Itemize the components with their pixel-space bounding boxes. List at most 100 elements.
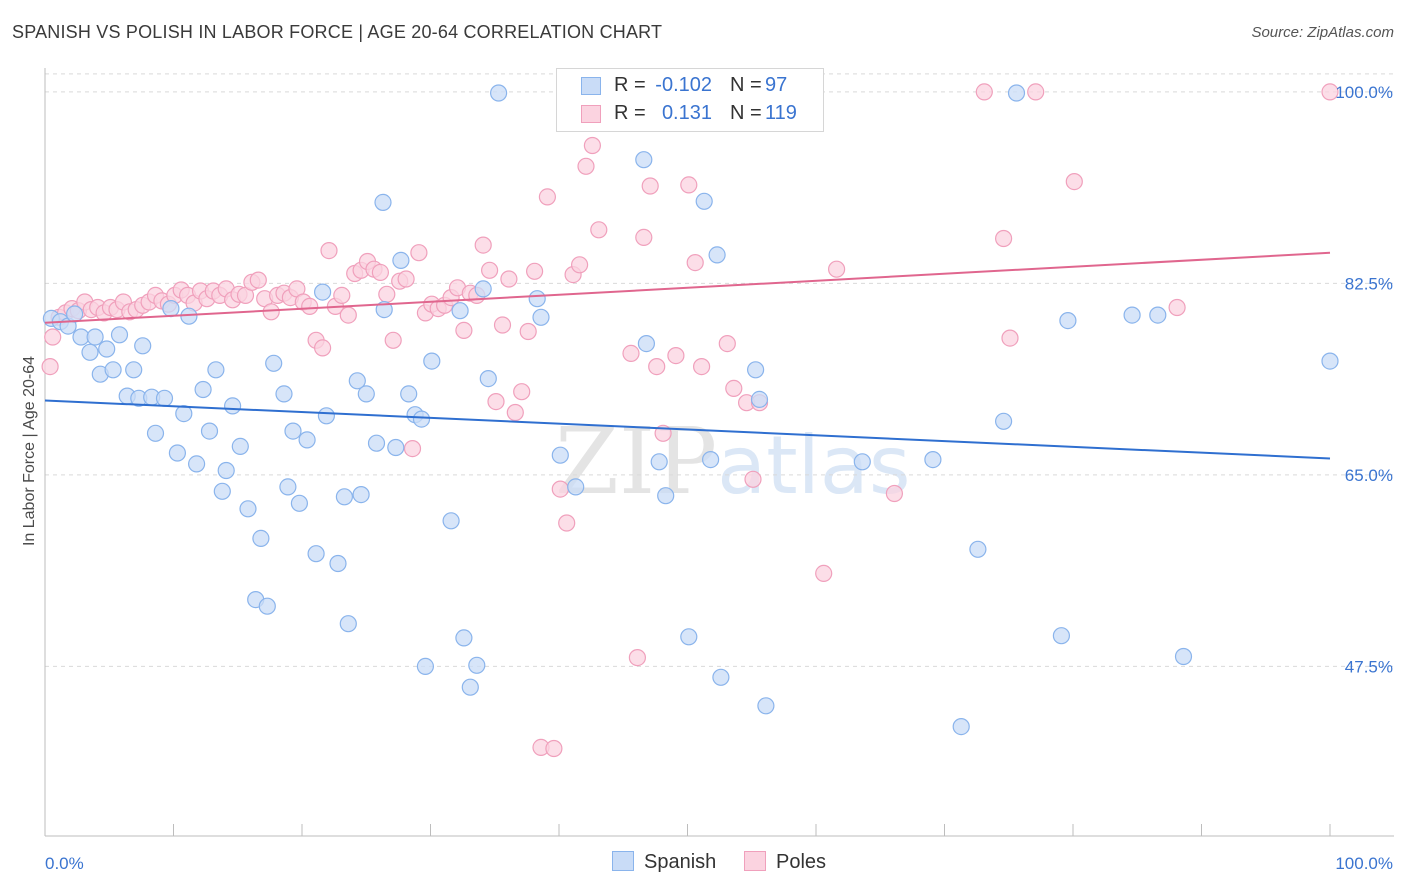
legend-row-spanish: R = -0.102 N = 97 — [557, 72, 823, 100]
data-point — [65, 305, 84, 323]
data-point — [657, 487, 675, 505]
data-point — [384, 331, 402, 349]
legend-r-value: -0.102 — [655, 74, 712, 96]
data-point — [134, 337, 152, 355]
data-point — [757, 697, 775, 715]
data-point — [680, 628, 698, 646]
trend-line-poles — [44, 251, 1331, 324]
data-point — [680, 176, 698, 194]
data-point — [545, 739, 563, 758]
data-point — [333, 286, 351, 304]
data-point — [1052, 627, 1071, 645]
data-point — [712, 668, 730, 686]
data-point — [416, 657, 434, 676]
data-point — [695, 192, 713, 210]
data-point — [468, 656, 486, 674]
data-point — [81, 343, 99, 361]
data-point — [746, 361, 765, 379]
data-point — [320, 242, 338, 260]
trend-lines — [44, 251, 1331, 460]
data-point — [224, 397, 242, 415]
data-point — [461, 678, 479, 696]
legend-label-poles: Poles — [776, 851, 827, 873]
data-point — [298, 431, 316, 449]
data-point — [1168, 298, 1186, 317]
data-point — [650, 453, 668, 471]
data-point — [519, 322, 537, 341]
legend-n-value: 97 — [765, 74, 788, 96]
data-point — [667, 347, 685, 365]
data-point — [1001, 329, 1019, 347]
legend-label-spanish: Spanish — [644, 851, 717, 873]
legend-swatch-poles — [581, 105, 601, 123]
data-point — [217, 461, 235, 480]
data-point — [570, 256, 589, 274]
legend-row-poles: R = 0.131 N = 119 — [557, 100, 823, 128]
data-point — [853, 453, 871, 471]
data-point — [455, 321, 473, 339]
data-point — [885, 484, 904, 503]
legend-n-value: 119 — [765, 102, 797, 124]
data-point — [952, 717, 970, 736]
data-point — [528, 290, 546, 308]
data-point — [725, 379, 743, 397]
data-point — [551, 446, 569, 464]
data-point — [975, 83, 993, 101]
series-legend: Spanish Poles — [0, 851, 1406, 879]
data-point — [392, 251, 410, 269]
data-point — [708, 246, 726, 264]
data-point — [357, 385, 375, 403]
data-point — [1123, 306, 1141, 324]
legend-r-label: R = — [614, 102, 646, 124]
data-point — [532, 308, 550, 326]
data-point — [490, 84, 508, 102]
data-point — [513, 383, 531, 401]
data-point — [487, 393, 505, 411]
legend-n-label: N = — [730, 74, 762, 96]
data-point — [827, 260, 846, 278]
data-point — [577, 157, 595, 175]
source-label: Source: ZipAtlas.com — [1251, 24, 1394, 41]
legend-swatch-spanish — [612, 851, 634, 871]
data-point — [400, 385, 418, 403]
data-point — [213, 482, 231, 500]
data-point — [335, 488, 353, 506]
x-tick-label: 0.0% — [45, 854, 84, 873]
legend-item-poles[interactable]: Poles — [744, 851, 826, 874]
data-point — [551, 480, 569, 498]
legend-item-spanish[interactable]: Spanish — [612, 851, 716, 874]
data-point — [692, 358, 711, 376]
data-point — [994, 412, 1013, 430]
data-point — [371, 263, 389, 281]
data-point — [500, 270, 518, 288]
data-point — [194, 380, 212, 399]
legend-r-value: 0.131 — [661, 102, 712, 124]
data-point — [442, 512, 460, 530]
data-point — [374, 193, 392, 211]
data-point — [1174, 647, 1193, 666]
data-point — [641, 177, 659, 195]
trend-line-spanish — [44, 399, 1331, 460]
data-point — [307, 545, 325, 563]
data-point — [648, 358, 666, 376]
data-point — [750, 390, 769, 408]
data-point — [412, 410, 431, 428]
data-point — [635, 151, 653, 169]
data-point — [701, 451, 720, 469]
data-point — [451, 302, 469, 320]
data-point — [317, 407, 335, 425]
data-point — [275, 385, 293, 403]
data-point — [146, 424, 165, 442]
data-point — [479, 370, 497, 388]
data-point — [410, 244, 428, 262]
data-point — [481, 261, 499, 279]
data-point — [86, 328, 104, 346]
data-point — [1007, 84, 1026, 102]
data-point — [284, 422, 302, 440]
series-poles — [41, 83, 1339, 758]
data-point — [744, 470, 762, 488]
data-point — [314, 339, 332, 357]
data-point — [397, 270, 415, 288]
data-point — [718, 335, 736, 353]
chart-title: SPANISH VS POLISH IN LABOR FORCE | AGE 2… — [12, 22, 663, 42]
